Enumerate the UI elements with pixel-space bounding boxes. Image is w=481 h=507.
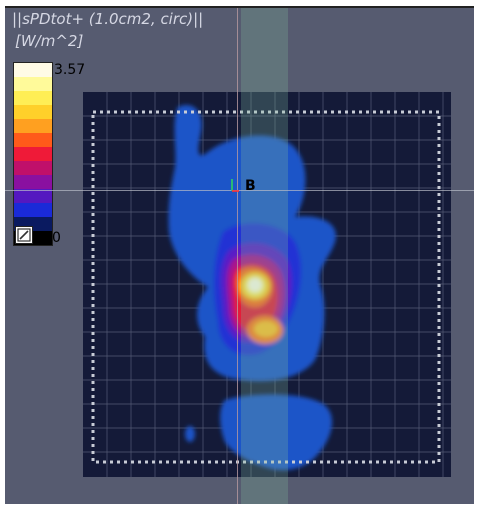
colorbar-swatch (14, 189, 52, 203)
colorbar-swatch (14, 63, 52, 77)
scan-boundary (91, 110, 441, 464)
colorbar-max-label: 3.57 (54, 62, 86, 78)
colorbar-swatch (14, 175, 52, 189)
colorbar-swatch (14, 161, 52, 175)
colorbar (13, 62, 53, 246)
colorbar-swatch (14, 147, 52, 161)
colorbar-swatch (14, 77, 52, 91)
unit-label: [W/m^2] (15, 32, 84, 50)
probe-marker-icon[interactable] (229, 178, 239, 192)
field-contours (168, 104, 336, 471)
colorbar-swatch (14, 91, 52, 105)
crosshair-vertical (237, 8, 238, 504)
crosshair-horizontal (5, 190, 474, 191)
colorbar-swatch (14, 203, 52, 217)
colorbar-reset-button[interactable] (15, 226, 33, 244)
field-plot[interactable] (83, 8, 451, 504)
colorbar-min-label: 0 (52, 230, 61, 246)
colorbar-swatch (14, 119, 52, 133)
colorbar-swatch (14, 133, 52, 147)
colorbar-reset-icon (17, 228, 31, 242)
probe-marker-label: B (245, 178, 256, 194)
field-viewport[interactable]: ||sPDtot+ (1.0cm2, circ)|| [W/m^2] 3.57 … (5, 6, 474, 504)
quantity-title: ||sPDtot+ (1.0cm2, circ)|| (12, 10, 204, 28)
colorbar-swatch (14, 105, 52, 119)
field-distribution-map (83, 92, 451, 477)
highlight-band (241, 8, 288, 504)
